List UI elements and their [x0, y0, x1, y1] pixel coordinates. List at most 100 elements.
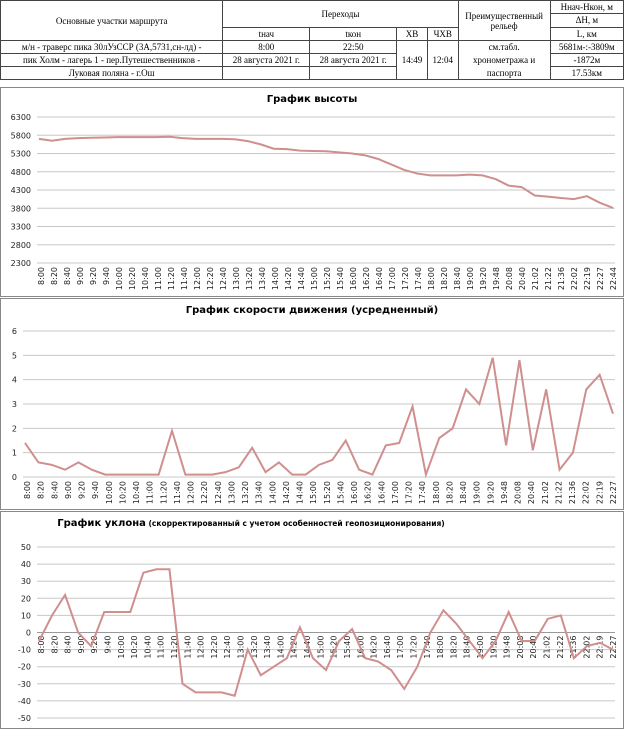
y-tick-label: -30 — [18, 680, 31, 689]
x-tick-label: 15:00 — [309, 481, 318, 504]
x-tick-label: 15:20 — [323, 481, 332, 504]
x-tick-label: 21:36 — [569, 636, 578, 659]
x-tick-label: 21:36 — [568, 481, 577, 504]
x-tick-label: 13:40 — [255, 481, 264, 504]
x-tick-label: 9:20 — [90, 636, 99, 654]
y-tick-label: 4300 — [11, 186, 31, 195]
x-tick-label: 13:40 — [258, 267, 267, 290]
x-tick-label: 8:20 — [50, 267, 59, 285]
x-tick-label: 22:19 — [595, 481, 604, 504]
chv-value: 12:04 — [426, 40, 459, 80]
x-tick-label: 13:20 — [250, 636, 259, 659]
x-tick-label: 10:20 — [118, 481, 127, 504]
x-tick-label: 16:40 — [377, 481, 386, 504]
x-tick-label: 10:00 — [105, 481, 114, 504]
x-tick-label: 11:40 — [183, 636, 192, 659]
x-tick-label: 20:08 — [514, 481, 523, 504]
header-dh: ΔH, м — [549, 13, 624, 28]
x-tick-label: 12:20 — [210, 636, 219, 659]
header-h: Hнач-Hкон, м — [549, 0, 624, 15]
x-tick-label: 11:20 — [167, 267, 176, 290]
x-tick-label: 19:00 — [476, 636, 485, 659]
header-chv: ЧХВ — [426, 26, 459, 42]
x-tick-label: 13:00 — [227, 481, 236, 504]
x-tick-label: 22:27 — [609, 636, 618, 659]
x-tick-label: 19:48 — [500, 481, 509, 504]
x-tick-label: 21:22 — [554, 481, 563, 504]
x-tick-label: 19:20 — [479, 267, 488, 290]
x-tick-label: 21:22 — [544, 267, 553, 290]
x-tick-label: 15:40 — [336, 481, 345, 504]
slope-chart: График уклона (скорректированный с учето… — [18, 517, 618, 723]
x-tick-label: 18:40 — [453, 267, 462, 290]
x-tick-label: 8:20 — [37, 481, 46, 499]
empty-cell — [309, 66, 398, 80]
x-tick-label: 15:20 — [330, 636, 339, 659]
x-tick-label: 19:20 — [486, 481, 495, 504]
h-value: 5681м-:-3809м — [549, 40, 624, 54]
x-tick-label: 19:48 — [503, 636, 512, 659]
x-tick-label: 16:40 — [383, 636, 392, 659]
x-tick-label: 16:00 — [350, 481, 359, 504]
x-tick-label: 20:08 — [516, 636, 525, 659]
header-l: L, км — [549, 26, 624, 42]
x-tick-label: 18:00 — [436, 636, 445, 659]
series-line — [24, 357, 614, 479]
x-tick-label: 14:40 — [296, 481, 305, 504]
start-time: 8:00 — [222, 40, 311, 54]
header-t-end: tкон — [309, 26, 398, 42]
x-tick-label: 17:20 — [409, 636, 418, 659]
x-tick-label: 13:20 — [241, 481, 250, 504]
x-tick-label: 21:36 — [557, 267, 566, 290]
x-tick-label: 17:20 — [401, 267, 410, 290]
x-tick-label: 9:40 — [104, 636, 113, 654]
chart-title: График высоты — [267, 93, 357, 105]
x-tick-label: 17:20 — [405, 481, 414, 504]
y-tick-label: 40 — [21, 560, 31, 569]
end-time: 22:50 — [309, 40, 398, 54]
x-tick-label: 9:00 — [76, 267, 85, 285]
speed-chart-panel: График скорости движения (усредненный) 0 1… — [0, 298, 624, 510]
x-tick-label: 8:40 — [63, 267, 72, 285]
chart-title: График скорости движения (усредненный) — [186, 304, 438, 316]
x-tick-label: 17:00 — [391, 481, 400, 504]
x-tick-label: 22:02 — [570, 267, 579, 290]
relief-line-3: паспорта — [457, 66, 551, 80]
y-tick-label: 2 — [12, 424, 17, 433]
y-tick-label: 3800 — [11, 204, 31, 213]
end-date: 28 августа 2021 г. — [309, 53, 398, 67]
header-transitions: Переходы — [222, 0, 459, 28]
x-tick-label: 13:00 — [237, 636, 246, 659]
x-tick-label: 12:40 — [223, 636, 232, 659]
x-tick-label: 12:20 — [200, 481, 209, 504]
route-line-3: Луковая поляна - г.Ош — [0, 66, 224, 80]
y-tick-label: 50 — [21, 543, 31, 552]
y-tick-label: 2300 — [11, 259, 31, 268]
x-tick-label: 8:20 — [50, 636, 59, 654]
x-tick-label: 16:00 — [349, 267, 358, 290]
x-tick-label: 18:20 — [445, 481, 454, 504]
x-tick-label: 12:00 — [187, 481, 196, 504]
y-tick-label: 3300 — [11, 223, 31, 232]
elevation-chart: График высоты 2300 2800 3300 3800 4300 4800 530… — [11, 93, 618, 290]
y-tick-label: 5 — [12, 351, 17, 360]
x-tick-label: 22:27 — [596, 267, 605, 290]
x-tick-label: 18:40 — [463, 636, 472, 659]
x-tick-label: 12:40 — [214, 481, 223, 504]
x-tick-label: 14:20 — [284, 267, 293, 290]
x-tick-label: 10:40 — [143, 636, 152, 659]
x-tick-label: 15:20 — [323, 267, 332, 290]
x-tick-label: 9:00 — [64, 481, 73, 499]
hv-value: 14:49 — [396, 40, 428, 80]
x-tick-label: 10:40 — [132, 481, 141, 504]
x-tick-label: 10:40 — [141, 267, 150, 290]
x-tick-label: 8:40 — [50, 481, 59, 499]
x-tick-label: 22:44 — [609, 267, 618, 290]
y-tick-label: 4 — [12, 376, 17, 385]
x-tick-label: 12:20 — [206, 267, 215, 290]
x-tick-label: 14:20 — [290, 636, 299, 659]
y-tick-label: -40 — [18, 697, 31, 706]
x-tick-label: 20:08 — [505, 267, 514, 290]
route-line-2: пик Холм - лагерь 1 - пер.Путешественник… — [0, 53, 224, 67]
y-tick-label: -50 — [18, 714, 31, 723]
